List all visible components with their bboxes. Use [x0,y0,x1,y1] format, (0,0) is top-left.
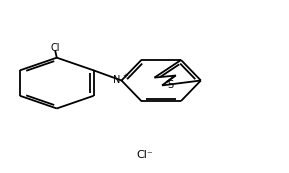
Text: S: S [167,80,173,90]
Text: Cl: Cl [51,43,60,53]
Text: +: + [122,73,128,79]
Text: Cl⁻: Cl⁻ [136,150,153,160]
Text: N: N [113,75,120,85]
